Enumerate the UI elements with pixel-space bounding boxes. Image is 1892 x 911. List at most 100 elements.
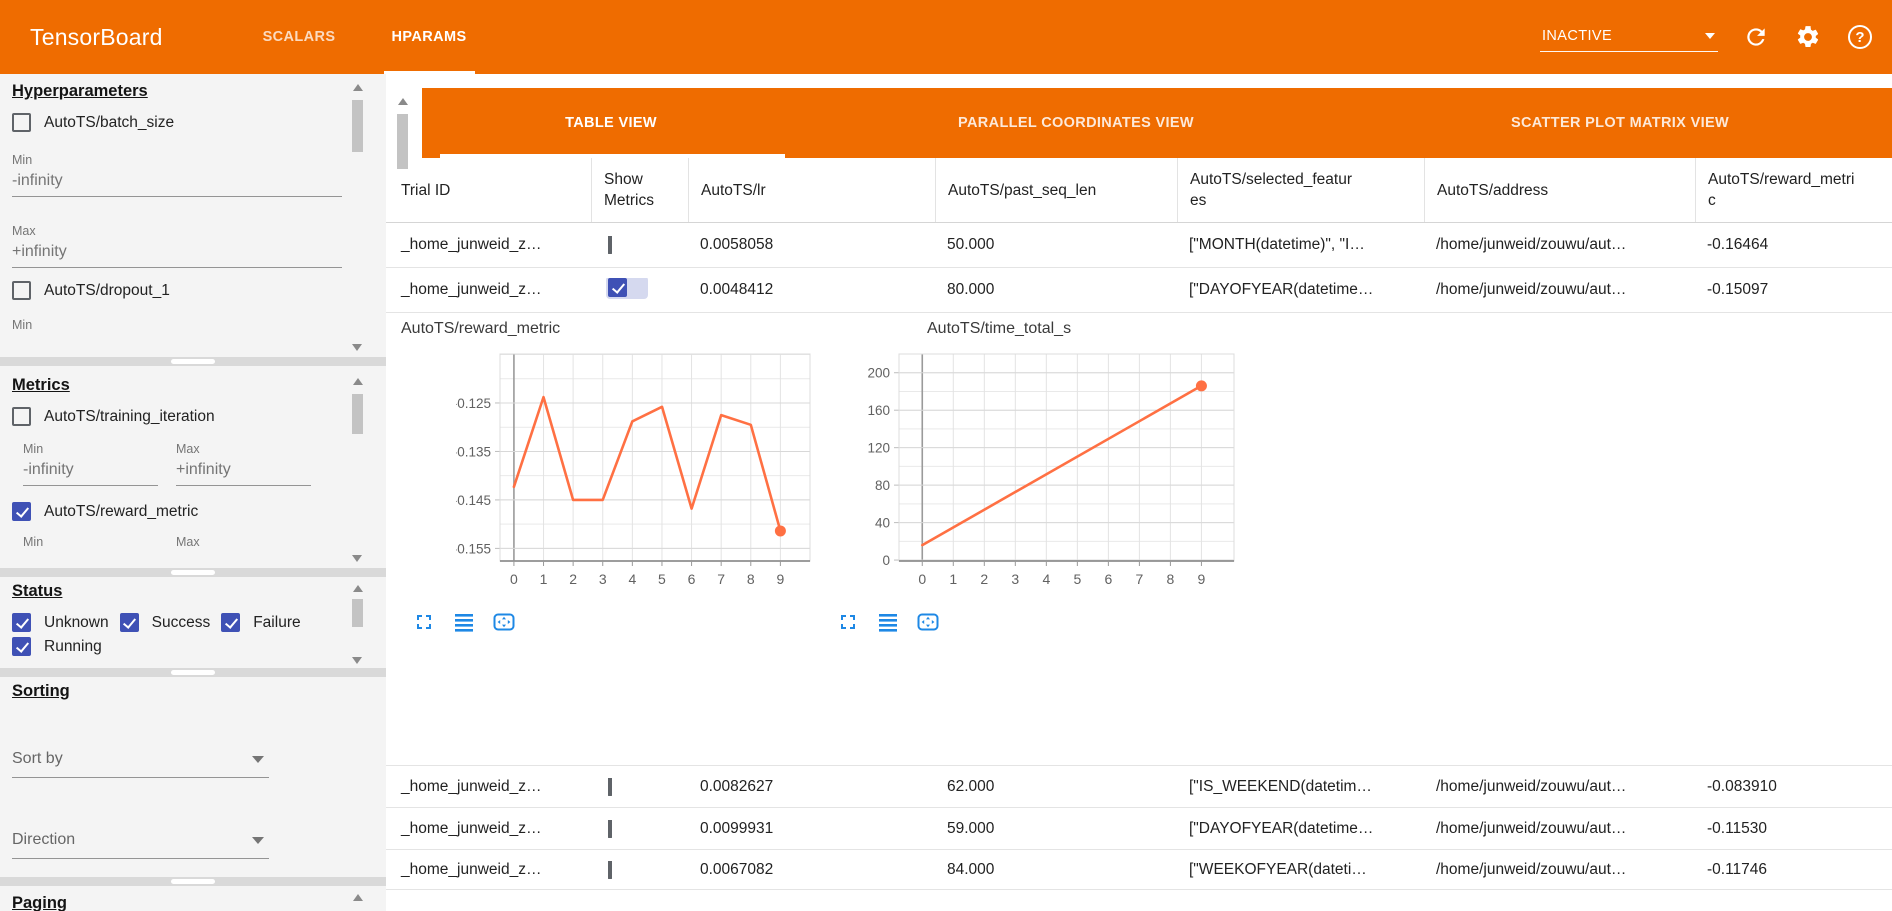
fit-to-view-icon[interactable] — [492, 610, 516, 634]
table-row: _home_junweid_z… 0.0067082 84.000 ["WEEK… — [386, 850, 1892, 890]
tab-hparams[interactable]: HPARAMS — [376, 0, 483, 74]
show-metrics-cell — [591, 860, 688, 879]
settings-button[interactable] — [1794, 23, 1822, 51]
pane-divider[interactable] — [0, 568, 386, 577]
show-metrics-checkbox[interactable] — [608, 819, 612, 838]
show-metrics-checkbox[interactable] — [608, 278, 627, 297]
svg-text:160: 160 — [867, 403, 890, 418]
run-status-dropdown[interactable]: INACTIVE — [1540, 23, 1718, 52]
max-input[interactable]: +infinity — [176, 456, 311, 486]
status-failure-checkbox[interactable] — [221, 613, 241, 632]
refresh-button[interactable] — [1742, 23, 1770, 51]
max-input[interactable]: +infinity — [12, 238, 342, 268]
max-label: Max — [12, 224, 36, 238]
status-row-1: Unknown Success Failure — [12, 613, 342, 632]
col-address[interactable]: AutoTS/address — [1424, 158, 1695, 222]
sort-by-value: Sort by — [12, 750, 63, 767]
svg-text:4: 4 — [1042, 571, 1050, 587]
scroll-up-icon[interactable] — [352, 84, 363, 91]
status-running-checkbox[interactable] — [12, 637, 31, 656]
svg-text:0: 0 — [918, 571, 926, 587]
svg-text:6: 6 — [1104, 571, 1112, 587]
metrics-minmax-labels-2: Min Max — [12, 535, 342, 549]
fullscreen-icon[interactable] — [412, 610, 436, 634]
help-icon: ? — [1848, 25, 1872, 49]
table-row-expanded: _home_junweid_z… 0.0048412 80.000 ["DAYO… — [386, 268, 1892, 313]
svg-text:7: 7 — [1135, 571, 1143, 587]
table-header: Trial ID Show Metrics AutoTS/lr AutoTS/p… — [386, 158, 1892, 223]
help-button[interactable]: ? — [1846, 23, 1874, 51]
tab-scalars-label: SCALARS — [262, 29, 336, 45]
metric-reward-row: AutoTS/reward_metric — [12, 502, 342, 521]
gear-icon — [1797, 26, 1819, 47]
dropout-label: AutoTS/dropout_1 — [44, 281, 170, 299]
sort-by-select[interactable]: Sort by — [12, 745, 269, 778]
min-input[interactable]: -infinity — [12, 167, 342, 197]
scrollbar-thumb[interactable] — [397, 114, 408, 169]
scroll-down-icon[interactable] — [352, 555, 362, 562]
tab-scalars[interactable]: SCALARS — [247, 0, 352, 74]
app-toolbar: TensorBoard SCALARS HPARAMS INACTIVE ? — [0, 0, 1892, 74]
metrics-scrollbar[interactable] — [351, 378, 364, 562]
hyperparameters-scrollbar[interactable] — [351, 84, 364, 351]
svg-text:80: 80 — [875, 478, 890, 493]
svg-text:2: 2 — [980, 571, 988, 587]
status-unknown-checkbox[interactable] — [12, 613, 31, 632]
scroll-down-icon[interactable] — [352, 344, 362, 351]
scroll-up-icon[interactable] — [352, 378, 363, 385]
status-scrollbar[interactable] — [351, 585, 364, 664]
status-failure: Failure — [221, 613, 301, 632]
training-iteration-checkbox[interactable] — [12, 407, 31, 426]
rows-icon[interactable] — [876, 610, 900, 634]
fullscreen-icon[interactable] — [836, 610, 860, 634]
min-input[interactable]: -infinity — [23, 456, 158, 486]
col-reward-metric[interactable]: AutoTS/reward_metric — [1695, 158, 1892, 222]
dropout-checkbox[interactable] — [12, 281, 31, 300]
svg-text:1: 1 — [949, 571, 957, 587]
pane-divider[interactable] — [0, 357, 386, 366]
rows-icon[interactable] — [452, 610, 476, 634]
svg-text:8: 8 — [747, 571, 755, 587]
main-scrollbar[interactable] — [396, 98, 409, 878]
reward-metric-checkbox[interactable] — [12, 502, 31, 521]
fit-to-view-icon[interactable] — [916, 610, 940, 634]
direction-select[interactable]: Direction — [12, 826, 269, 859]
svg-text:7: 7 — [717, 571, 725, 587]
show-metrics-cell — [591, 236, 688, 254]
show-metrics-checkbox[interactable] — [608, 777, 612, 796]
table-row: _home_junweid_z… 0.0082627 62.000 ["IS_W… — [386, 765, 1892, 808]
pane-divider[interactable] — [0, 877, 386, 886]
col-lr[interactable]: AutoTS/lr — [688, 158, 935, 222]
col-selected-features[interactable]: AutoTS/selected_features — [1177, 158, 1424, 222]
col-trial-id[interactable]: Trial ID — [401, 181, 451, 199]
show-metrics-cell — [591, 819, 688, 838]
section-metrics: Metrics AutoTS/training_iteration Min Ma… — [0, 366, 386, 568]
pane-divider[interactable] — [0, 668, 386, 677]
address-cell: /home/junweid/zouwu/aut… — [1436, 236, 1627, 253]
time-total-chart[interactable]: 200 160 120 80 40 0 0 1 2 3 4 5 6 7 8 9 — [855, 346, 1250, 614]
scrollbar-thumb[interactable] — [352, 100, 363, 152]
show-metrics-checkbox[interactable] — [608, 860, 612, 879]
status-success-checkbox[interactable] — [119, 613, 139, 632]
status-failure-label: Failure — [253, 613, 301, 631]
scroll-up-icon[interactable] — [352, 894, 363, 901]
trial-id-cell: _home_junweid_z… — [401, 860, 542, 878]
tab-table-view[interactable]: TABLE VIEW — [422, 88, 800, 158]
show-metrics-checkbox[interactable] — [608, 236, 612, 254]
scrollbar-thumb[interactable] — [352, 599, 363, 627]
col-past-seq-len[interactable]: AutoTS/past_seq_len — [935, 158, 1177, 222]
paging-scrollbar[interactable] — [351, 894, 364, 911]
tab-scatter-plot-matrix-view[interactable]: SCATTER PLOT MATRIX VIEW — [1352, 88, 1888, 158]
scroll-up-icon[interactable] — [397, 98, 408, 105]
lr-cell: 0.0082627 — [700, 777, 774, 795]
svg-text:40: 40 — [875, 516, 890, 531]
section-status: Status Unknown Success Failure Running — [0, 577, 386, 668]
tab-parallel-coordinates-view[interactable]: PARALLEL COORDINATES VIEW — [800, 88, 1352, 158]
reward-metric-chart[interactable]: -0.125 -0.135 -0.145 -0.155 0 1 2 3 4 5 6 7 8 9 — [456, 346, 826, 614]
max-label-2: Max — [176, 535, 200, 549]
scrollbar-thumb[interactable] — [352, 394, 363, 434]
col-show-metrics[interactable]: Show Metrics — [591, 158, 688, 222]
scroll-down-icon[interactable] — [352, 657, 362, 664]
batch-size-checkbox[interactable] — [12, 113, 31, 132]
scroll-up-icon[interactable] — [352, 585, 363, 592]
